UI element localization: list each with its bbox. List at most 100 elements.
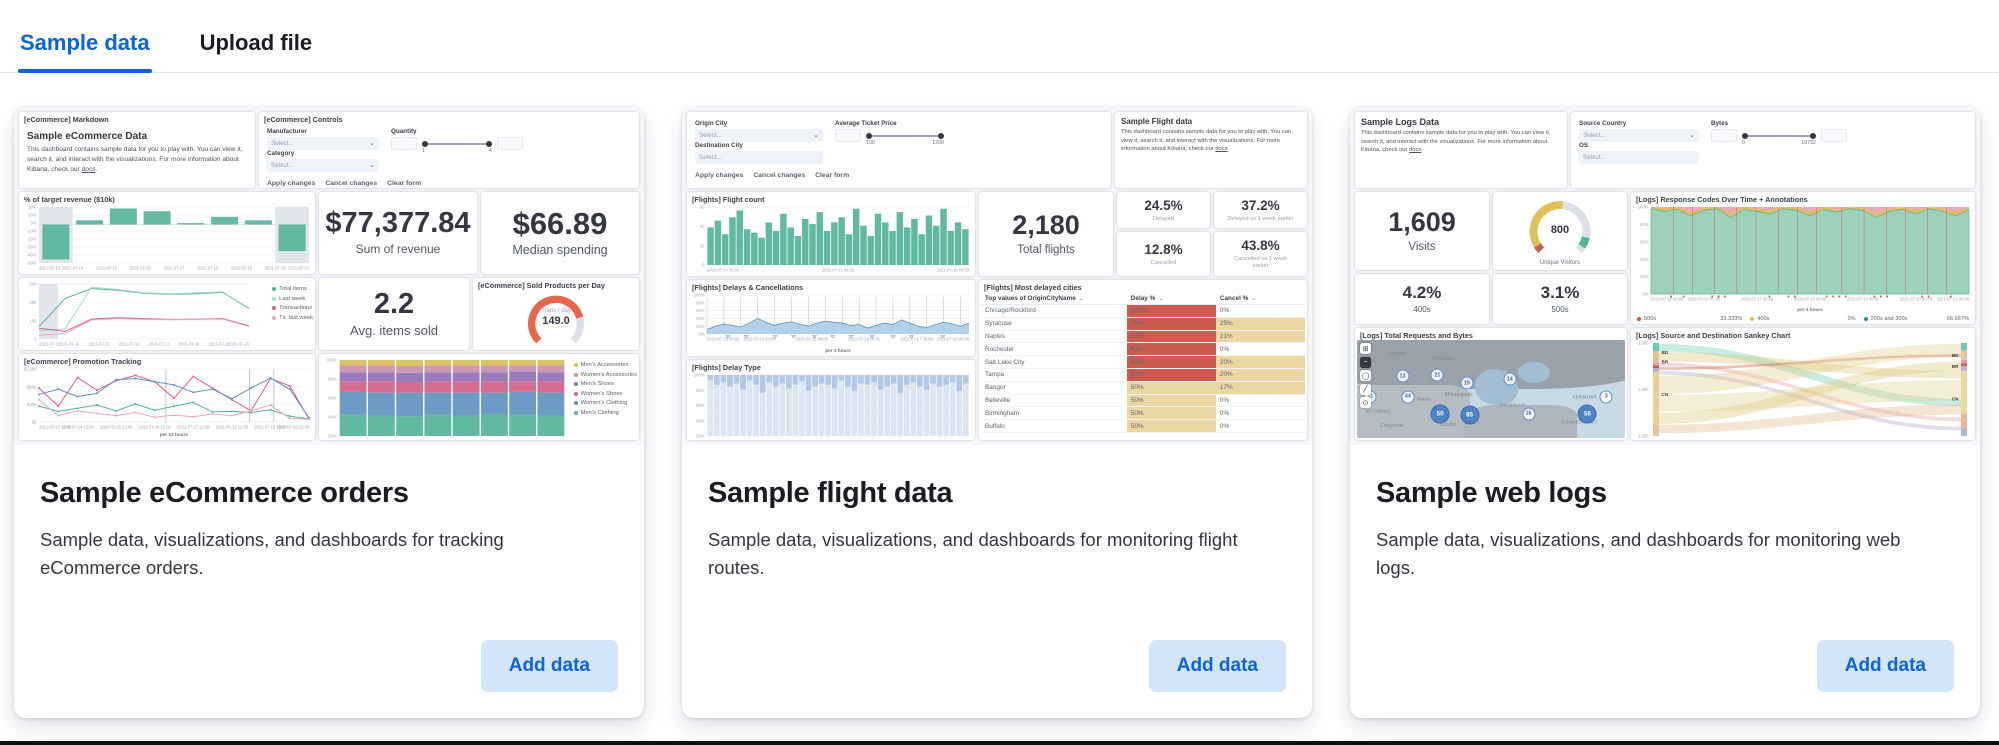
svg-text:80%: 80%: [696, 388, 705, 393]
svg-text:2021-07-21: 2021-07-21: [288, 266, 310, 271]
legend-dot: [573, 410, 578, 415]
svg-text:2021-07-19: 2021-07-19: [209, 342, 231, 347]
svg-text:2021-07-19: 2021-07-19: [231, 266, 253, 271]
svg-text:$800: $800: [27, 384, 37, 389]
table-header: Top values of OriginCityName ⌄ Delay % ⌄ C…: [981, 292, 1305, 305]
control-button: Cancel changes: [325, 180, 378, 187]
svg-text:2021-07-19 12:00: 2021-07-19 12:00: [254, 425, 287, 430]
svg-text:60%: 60%: [328, 396, 337, 401]
svg-text:BR: BR: [1952, 364, 1959, 369]
add-data-button-flights[interactable]: Add data: [1148, 640, 1286, 692]
select-input: Select... ⌄: [1579, 129, 1699, 142]
svg-text:0%: 0%: [30, 221, 36, 226]
svg-text:200: 200: [30, 300, 38, 305]
table-row: Bangor 50% 17%: [981, 381, 1305, 395]
map-region-label: VERMONT: [1572, 394, 1598, 400]
table-row: Chicago/Rockford 100% 0%: [981, 305, 1305, 318]
svg-text:-30%: -30%: [27, 245, 37, 250]
legend-dot: [272, 315, 277, 320]
control-button: Clear form: [815, 172, 850, 179]
flight-count-chart: 30 20 10 0 2021-07-14 06:00 2021-07-15 06:00 2…: [689, 204, 973, 274]
svg-text:2021-07-16: 2021-07-16: [130, 266, 152, 271]
zoom-out-icon: −: [1360, 356, 1371, 368]
svg-text:BD: BD: [1952, 353, 1959, 358]
svg-text:2021-07-16 06:00: 2021-07-16 06:00: [937, 268, 970, 273]
avg-ticket-price-field: Average Ticket Price 100 1200: [835, 120, 944, 149]
window-bottom-edge: [0, 741, 1999, 745]
map-region-label: WYOMING: [1366, 408, 1391, 414]
target-tool-icon: ⊙: [1360, 397, 1371, 408]
svg-text:2021-07-18 00:00: 2021-07-18 00:00: [1794, 297, 1827, 302]
svg-text:CN: CN: [1662, 392, 1669, 397]
controls-buttons: Apply changes Cancel changes Clear form: [687, 164, 1111, 179]
sum-of-revenue-metric: $77,377.84 Sum of revenue: [319, 192, 477, 274]
svg-text:2021-07-15 06:00: 2021-07-15 06:00: [822, 268, 855, 273]
delays-cancellations-panel: [Flights] Delays & Cancellations 100% 80%…: [687, 280, 975, 356]
svg-text:2021-07-17: 2021-07-17: [149, 342, 171, 347]
map-region-label: CONNECTICUT: [1561, 419, 1598, 425]
add-data-button-web-logs[interactable]: Add data: [1816, 640, 1954, 692]
table-row: Buffalo 50% 0%: [981, 420, 1305, 433]
svg-text:2021-07-13 00:00: 2021-07-13 00:00: [707, 337, 740, 342]
controls-fields: Manufacturer Select... ⌄ Category Select... ⌄…: [259, 124, 639, 172]
draw-tool-icon: ╱: [1360, 383, 1371, 395]
ecommerce-dashboard-thumbnail: [eCommerce] Markdown Sample eCommerce Da…: [14, 107, 644, 445]
svg-text:2021-07-17 00:00: 2021-07-17 00:00: [1741, 297, 1774, 302]
delay-type-panel: [Flights] Delay Type 100% 80% 60% 40% 20%: [687, 360, 975, 440]
map-bubble: 50: [1430, 404, 1450, 423]
svg-text:300: 300: [30, 282, 38, 287]
panel-title: [Flights] Most delayed cities: [984, 283, 1082, 292]
svg-text:1,200: 1,200: [1638, 434, 1649, 438]
svg-text:0%: 0%: [1642, 292, 1648, 297]
map-city-label: Winnipeg: [1431, 355, 1454, 362]
svg-text:60%: 60%: [696, 403, 705, 408]
svg-text:20%: 20%: [696, 324, 705, 329]
card-title: Sample flight data: [708, 477, 953, 509]
svg-text:-20%: -20%: [27, 237, 37, 242]
add-data-button-ecommerce[interactable]: Add data: [480, 640, 618, 692]
svg-text:2021-07-15: 2021-07-15: [96, 266, 118, 271]
svg-text:60%: 60%: [696, 308, 705, 313]
tab-bar: Sample data Upload file: [0, 0, 1999, 73]
svg-text:$0: $0: [32, 420, 37, 425]
response-codes-chart: 100% 80% 60% 40% 20% 0% 2021-07-15 00:00 2021-0…: [1633, 204, 1973, 313]
svg-text:-10%: -10%: [27, 229, 37, 234]
products-stacked-chart: 100% 80% 60% 40% 20%: [321, 357, 569, 438]
legend-dot: [272, 287, 277, 291]
legend-dot: [573, 363, 578, 367]
sold-products-gauge-panel: [eCommerce] Sold Products per Day Trans …: [473, 278, 639, 350]
400s-metric: 4.2% 400s: [1355, 274, 1489, 324]
most-delayed-cities-panel: [Flights] Most delayed cities Top values…: [979, 280, 1307, 440]
svg-text:2021-07-18 00:00: 2021-07-18 00:00: [937, 337, 970, 342]
map-city-label: Pierre: [1417, 396, 1431, 403]
svg-text:10: 10: [700, 243, 705, 248]
svg-text:1,600: 1,600: [1638, 341, 1649, 346]
tab-upload-file[interactable]: Upload file: [199, 30, 313, 55]
panel-title: [eCommerce] Markdown: [24, 115, 109, 124]
legend-dot: [573, 401, 578, 405]
svg-text:-50%: -50%: [27, 261, 37, 266]
svg-text:2021-07-13: 2021-07-13: [39, 266, 61, 271]
flights-controls-panel: Origin City Select... ⌄ Destination City Sel…: [687, 112, 1111, 188]
svg-text:10%: 10%: [28, 213, 37, 218]
500s-metric: 3.1% 500s: [1493, 274, 1627, 324]
flight-stats-grid: 24.5% Delayed 37.2% Delayed vs 1 week earli…: [1117, 192, 1307, 276]
svg-text:CN: CN: [1952, 397, 1959, 402]
svg-text:40%: 40%: [1640, 257, 1649, 262]
svg-text:100%: 100%: [694, 373, 705, 378]
panel-title: [Logs] Total Requests and Bytes: [1360, 331, 1473, 340]
svg-text:2021-07-13: 2021-07-13: [39, 342, 61, 347]
tab-sample-data[interactable]: Sample data: [18, 26, 152, 73]
delay-type-chart: 100% 80% 60% 40% 20%: [689, 372, 973, 438]
panel-title: [eCommerce] Promotion Tracking: [24, 357, 142, 366]
svg-text:2021-07-18 12:00: 2021-07-18 12:00: [216, 425, 249, 430]
expand-icon: ⊞: [1360, 343, 1371, 354]
svg-text:1,400: 1,400: [1638, 387, 1649, 392]
svg-text:BD: BD: [1662, 350, 1669, 355]
promotion-tracking-chart: $1,200 $800 $400 $0 2021-07-13 12:00 2021-07-…: [21, 366, 313, 438]
svg-text:2021-07-17 00:00: 2021-07-17 00:00: [900, 337, 933, 342]
svg-text:-40%: -40%: [27, 253, 37, 258]
svg-text:2021-07-14 12:00: 2021-07-14 12:00: [61, 425, 94, 430]
map-city-label: Minneapolis: [1444, 391, 1473, 398]
legend-dot: [573, 382, 578, 386]
